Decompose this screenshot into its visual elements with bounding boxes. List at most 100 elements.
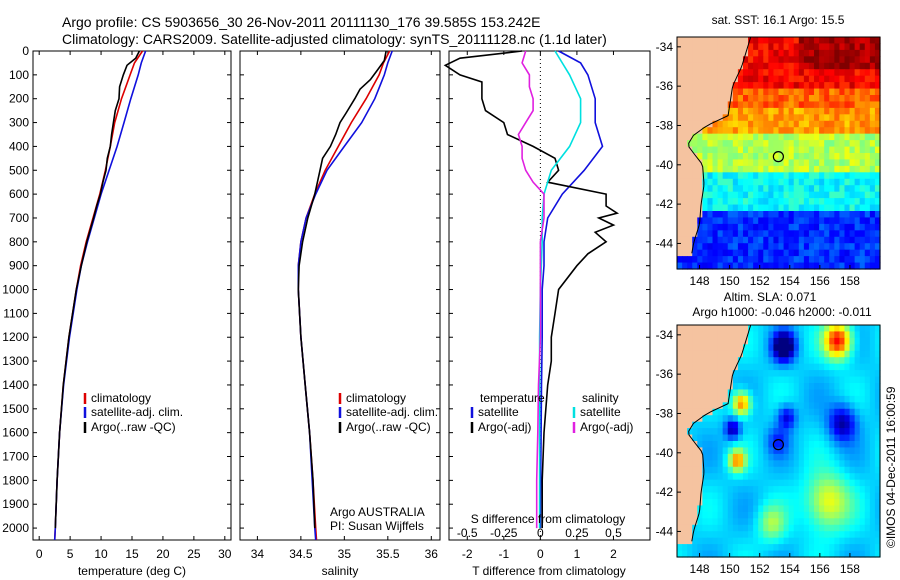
temp-legend-argo-label: Argo(..raw -QC) [91,420,176,434]
sla-xtick-label: 156 [810,562,830,576]
sla-xtick-label: 158 [840,562,860,576]
diff-xlabel: T difference from climatology [472,564,626,578]
sst-ytick-label: -42 [656,197,674,211]
temp-ytick-label: 1200 [2,330,29,344]
sla-ytick-label: -38 [656,406,674,420]
diff-legend-salinity-title: salinity [582,391,619,405]
sla-ytick-label: -34 [656,328,674,342]
header-line-2: Climatology: CARS2009. Satellite-adjuste… [62,31,607,47]
sal-xtick-label: 34.5 [289,547,313,561]
sla-coastline [688,324,752,542]
sal-annotation-1: Argo AUSTRALIA [330,505,425,519]
sla-ytick-label: -44 [656,524,674,538]
diff-xtick-label: 1 [574,547,581,561]
sla-ytick-label: -42 [656,485,674,499]
sal-legend-argo-label: Argo(..raw -QC) [346,420,431,434]
sal-xtick-label: 34 [251,547,265,561]
temp-ytick-label: 800 [9,235,29,249]
sst-xtick-label: 150 [720,274,740,288]
sal-xtick-label: 35.5 [376,547,400,561]
sst-argo-float-marker [772,151,784,163]
sla-ytick-label: -36 [656,367,674,381]
temp-xtick-label: 0 [36,547,43,561]
temp-xlabel: temperature (deg C) [78,564,186,578]
diff-x2tick-label: 0 [537,526,544,540]
diff-x2tick-label: -0.25 [490,526,518,540]
sst-coastline [688,36,752,254]
sal-argo-line [297,50,387,529]
temp-xtick-label: 5 [67,547,74,561]
sst-xtick-label: 158 [840,274,860,288]
header-line-1: Argo profile: CS 5903656_30 26-Nov-2011 … [62,14,541,30]
sst-ytick-label: -36 [656,79,674,93]
diff-legend-t-satellite-label: satellite [478,405,519,419]
temp-xtick-label: 30 [218,547,232,561]
sst-frame [676,36,881,270]
sla-frame [676,324,881,558]
sla-argo-float-marker [772,439,784,451]
temp-ytick-label: 400 [9,139,29,153]
sst-xtick-label: 154 [780,274,800,288]
sla-xtick-label: 154 [780,562,800,576]
diff-xtick-label: 0 [537,547,544,561]
sst-map-title: sat. SST: 16.1 Argo: 15.5 [712,13,845,27]
diff-legend-t-argo-label: Argo(-adj) [478,420,531,434]
temp-xtick-label: 10 [94,547,108,561]
temp-ytick-label: 1800 [2,473,29,487]
sst-ytick-label: -38 [656,118,674,132]
temp-ytick-label: 900 [9,259,29,273]
sla-xtick-label: 148 [690,562,710,576]
temp-ytick-label: 1900 [2,497,29,511]
diff-x2tick-label: 0.5 [605,526,622,540]
diff-xtick-label: -2 [462,547,473,561]
temp-plot-frame [32,50,232,541]
temp-ytick-label: 1600 [2,426,29,440]
temp-ytick-label: 500 [9,163,29,177]
sst-xtick-label: 156 [810,274,830,288]
diff-x2tick-label: -0.5 [457,526,478,540]
diff-s-satellite-line [538,50,582,529]
sla-xtick-label: 152 [750,562,770,576]
diff-x2tick-label: 0.25 [565,526,589,540]
temp-ytick-label: 1300 [2,354,29,368]
temp-ytick-label: 100 [9,68,29,82]
temp-argo-line [54,50,141,529]
sst-ytick-label: -34 [656,40,674,54]
temp-ytick-label: 1700 [2,450,29,464]
diff-t-argo-line [443,50,620,529]
sla-xtick-label: 150 [720,562,740,576]
sst-xtick-label: 152 [750,274,770,288]
sla-map-title: Altim. SLA: 0.071 [724,290,817,304]
sal-legend-satellite-label: satellite-adj. clim. [346,405,438,419]
sst-ytick-label: -44 [656,236,674,250]
sla-field [677,325,881,558]
temp-xtick-label: 15 [125,547,139,561]
temp-ytick-label: 1000 [2,283,29,297]
temp-ytick-label: 200 [9,92,29,106]
temp-ytick-label: 600 [9,187,29,201]
diff-s-argo-line [517,50,545,529]
diff-xtick-label: 2 [610,547,617,561]
temp-ytick-label: 700 [9,211,29,225]
diff-legend-s-argo-label: Argo(-adj) [580,420,633,434]
sal-xlabel: salinity [322,564,359,578]
sla-ytick-label: -40 [656,446,674,460]
sal-xtick-label: 35 [338,547,352,561]
sla-map-subtitle: Argo h1000: -0.046 h2000: -0.011 [692,305,872,319]
diff-xtick-label: -1 [498,547,509,561]
sst-xtick-label: 148 [690,274,710,288]
temp-legend-climatology-label: climatology [91,391,151,405]
sal-plot-frame [239,50,441,541]
temp-xtick-label: 25 [187,547,201,561]
diff-legend-s-satellite-label: satellite [580,405,621,419]
sst-ytick-label: -40 [656,158,674,172]
diff-t-satellite-line [539,50,604,529]
diff-legend-temperature-title: temperature [480,391,545,405]
sal-legend-climatology-label: climatology [346,391,406,405]
diff-x2label: S difference from climatology [471,512,626,526]
temp-ytick-label: 0 [22,44,29,58]
temp-ytick-label: 2000 [2,521,29,535]
temp-ytick-label: 1400 [2,378,29,392]
temp-ytick-label: 1100 [3,306,29,320]
